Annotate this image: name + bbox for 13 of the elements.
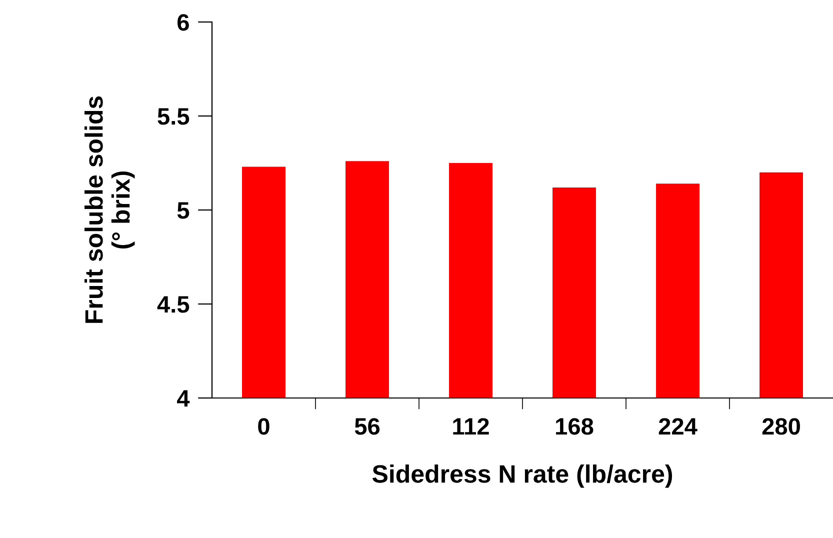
y-tick-label: 6 [178,14,189,31]
x-tick-label: 168 [556,418,594,435]
x-tick-label: 224 [658,418,698,435]
y-tick-label: 4 [177,390,190,407]
x-tick-label: 56 [354,418,380,435]
x-tick-label: 0 [258,418,270,435]
y-tick-label: 4.5 [157,296,190,313]
x-axis-title: Sidedress N rate (lb/acre) [372,464,672,488]
y-axis-title: Fruit soluble solids (° brix) [84,96,135,323]
x-tick-label: 112 [453,418,489,435]
y-tick-label: 5 [177,202,190,219]
y-tick-label: 5.5 [158,108,190,125]
x-tick-label: 280 [762,418,800,435]
